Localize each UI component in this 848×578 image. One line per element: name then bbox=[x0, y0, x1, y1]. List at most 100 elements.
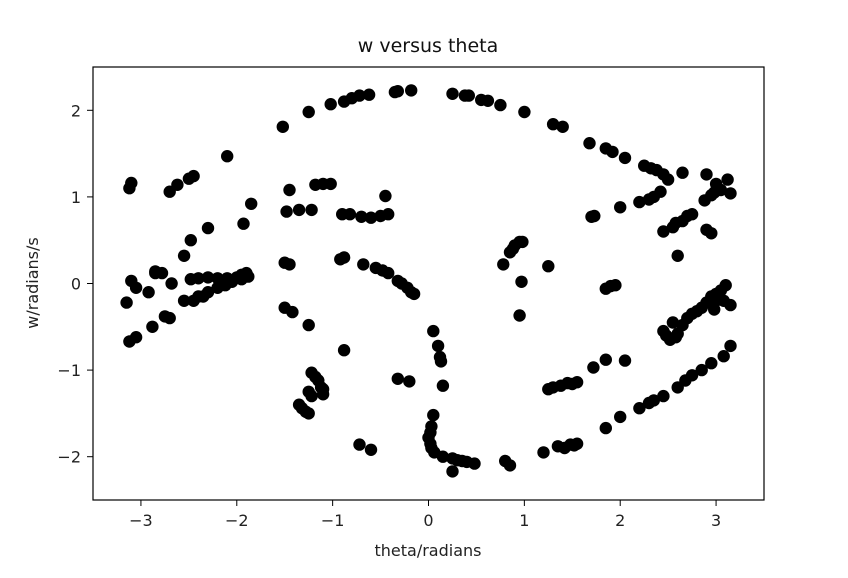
data-point bbox=[609, 279, 622, 292]
data-point bbox=[618, 151, 632, 165]
data-point bbox=[436, 450, 450, 463]
y-tick-label: 1 bbox=[71, 188, 81, 207]
data-point bbox=[280, 205, 293, 218]
data-point bbox=[177, 294, 191, 307]
data-point bbox=[583, 137, 596, 150]
data-point bbox=[197, 290, 210, 303]
data-point bbox=[685, 369, 699, 382]
data-point bbox=[379, 189, 392, 203]
data-point bbox=[129, 331, 143, 344]
data-point bbox=[427, 324, 440, 338]
x-axis: −3 −2 −1 0 1 2 3 bbox=[129, 500, 721, 530]
data-point bbox=[316, 388, 330, 401]
y-tick-label: −2 bbox=[57, 448, 81, 467]
chart-title: w versus theta bbox=[358, 35, 498, 57]
data-point bbox=[436, 379, 450, 392]
data-point bbox=[283, 258, 296, 271]
data-point bbox=[427, 408, 440, 422]
data-point bbox=[324, 177, 337, 191]
data-point bbox=[724, 339, 737, 353]
y-axis-label: w/radians/s bbox=[23, 237, 42, 328]
data-point bbox=[431, 339, 445, 353]
data-point bbox=[685, 208, 699, 221]
data-point bbox=[125, 176, 138, 190]
data-point bbox=[337, 251, 351, 264]
data-point bbox=[503, 459, 517, 472]
data-point bbox=[518, 105, 531, 119]
data-point bbox=[705, 227, 718, 240]
y-tick-label: 2 bbox=[71, 101, 81, 120]
data-point bbox=[542, 260, 555, 273]
data-point bbox=[568, 439, 581, 452]
data-point bbox=[201, 271, 215, 284]
x-tick-label: −2 bbox=[225, 511, 249, 530]
data-point bbox=[647, 394, 660, 407]
x-tick-label: 2 bbox=[615, 511, 625, 530]
data-point bbox=[599, 421, 612, 435]
data-point bbox=[719, 279, 732, 292]
data-point bbox=[391, 85, 404, 98]
data-point bbox=[705, 357, 718, 370]
data-point bbox=[171, 178, 184, 191]
x-tick-label: 0 bbox=[423, 511, 433, 530]
data-point bbox=[237, 217, 250, 230]
data-point bbox=[353, 438, 366, 451]
data-point bbox=[302, 318, 315, 332]
data-point bbox=[434, 355, 448, 368]
data-point bbox=[187, 294, 200, 307]
data-point bbox=[515, 275, 528, 288]
data-point bbox=[149, 266, 162, 280]
data-point bbox=[120, 296, 133, 309]
data-point bbox=[355, 210, 368, 223]
data-point bbox=[618, 354, 632, 367]
data-point bbox=[245, 197, 258, 210]
data-point bbox=[709, 294, 723, 307]
data-point bbox=[184, 234, 197, 247]
data-point bbox=[676, 166, 689, 179]
data-point bbox=[177, 249, 191, 262]
data-point bbox=[671, 327, 684, 340]
data-point bbox=[700, 168, 713, 181]
data-point bbox=[671, 249, 684, 262]
data-point bbox=[717, 350, 730, 363]
data-point bbox=[587, 361, 600, 374]
data-point bbox=[695, 363, 708, 377]
data-point bbox=[614, 410, 627, 424]
data-point bbox=[364, 443, 378, 456]
data-point bbox=[556, 120, 569, 133]
data-point bbox=[235, 273, 248, 286]
x-tick-label: −1 bbox=[321, 511, 345, 530]
data-point bbox=[446, 465, 459, 478]
data-point bbox=[633, 195, 646, 209]
data-point bbox=[599, 353, 612, 366]
data-point bbox=[606, 145, 619, 159]
data-point bbox=[283, 183, 296, 197]
data-point bbox=[714, 183, 728, 197]
plot-area bbox=[120, 84, 737, 478]
data-point bbox=[324, 98, 337, 111]
data-point bbox=[537, 446, 550, 459]
data-point bbox=[305, 203, 318, 217]
data-point bbox=[497, 258, 510, 271]
data-point bbox=[588, 209, 601, 223]
data-point bbox=[721, 173, 734, 186]
data-point bbox=[391, 372, 404, 385]
y-tick-label: 0 bbox=[71, 275, 81, 294]
data-point bbox=[654, 185, 667, 198]
data-point bbox=[657, 389, 670, 403]
data-point bbox=[187, 169, 200, 183]
data-point bbox=[633, 402, 646, 415]
data-point bbox=[666, 316, 680, 329]
data-point bbox=[666, 221, 680, 234]
data-point bbox=[362, 88, 376, 101]
data-point bbox=[462, 89, 475, 102]
x-tick-label: 3 bbox=[711, 511, 721, 530]
data-point bbox=[305, 389, 318, 403]
data-point bbox=[516, 235, 529, 249]
data-point bbox=[446, 87, 459, 101]
data-point bbox=[142, 286, 155, 299]
data-point bbox=[407, 287, 421, 301]
data-point bbox=[513, 309, 526, 322]
data-point bbox=[302, 407, 315, 420]
